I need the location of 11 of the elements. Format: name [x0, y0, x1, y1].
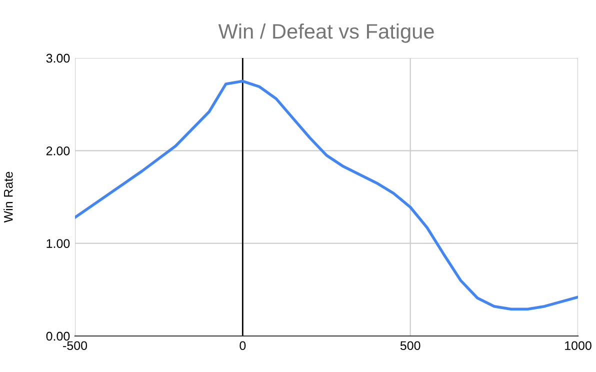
x-tick-label: 1000 — [565, 341, 592, 350]
line-series — [75, 80, 578, 311]
x-tick-label: 0 — [240, 341, 246, 350]
chart-title: Win / Defeat vs Fatigue — [218, 23, 434, 43]
y-axis-title: Win Rate — [4, 172, 13, 223]
y-tick-label: 1.00 — [46, 239, 70, 248]
y-tick-label: 2.00 — [46, 146, 70, 156]
y-tick-label: 0.00 — [46, 332, 70, 341]
x-tick-label: 500 — [400, 341, 420, 350]
x-tick-label: -500 — [63, 341, 88, 350]
y-tick-label: 3.00 — [46, 54, 70, 63]
